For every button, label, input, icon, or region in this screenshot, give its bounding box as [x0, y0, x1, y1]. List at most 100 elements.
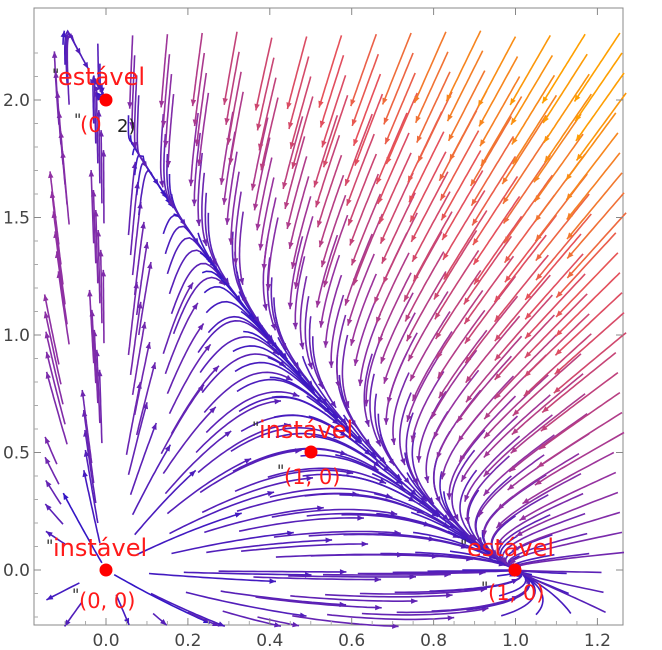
- streamline: [201, 477, 314, 514]
- streamline: [292, 615, 399, 628]
- streamline-arrowhead: [494, 353, 502, 361]
- quote-mark: ": [277, 461, 284, 480]
- streamline: [337, 474, 439, 518]
- streamline: [411, 370, 445, 443]
- streamline: [98, 369, 103, 444]
- streamline-arrowhead: [151, 422, 157, 430]
- streamline-arrowhead: [383, 418, 389, 425]
- streamline-arrowhead: [522, 497, 530, 504]
- equilibrium-point-1-0: [508, 563, 522, 577]
- streamline-arrowhead: [465, 356, 472, 364]
- streamline-arrowhead: [504, 275, 512, 283]
- streamline: [44, 311, 62, 385]
- streamline: [290, 595, 418, 602]
- streamline-arrowhead: [379, 478, 387, 484]
- streamline: [511, 74, 556, 145]
- streamline-arrowhead: [293, 282, 300, 289]
- streamline-arrowhead: [504, 255, 511, 263]
- streamline-arrowhead: [212, 620, 220, 627]
- streamline-arrowhead: [217, 621, 225, 627]
- streamline: [380, 552, 506, 567]
- y-tick-label: 2.0: [3, 91, 30, 111]
- streamline: [448, 429, 486, 500]
- streamline-arrowhead: [461, 474, 467, 482]
- streamline-arrowhead: [353, 359, 359, 366]
- streamline: [234, 191, 242, 265]
- streamline: [190, 112, 199, 187]
- streamline: [566, 172, 623, 240]
- streamline-arrowhead: [244, 458, 252, 464]
- streamline: [555, 232, 617, 299]
- quote-mark: ": [52, 65, 59, 84]
- streamline-arrowhead: [382, 97, 388, 105]
- streamline-arrowhead: [192, 119, 199, 127]
- streamline-arrowhead: [448, 515, 455, 523]
- streamline: [231, 231, 248, 305]
- streamline-arrowhead: [515, 530, 523, 537]
- streamline-arrowhead: [317, 381, 324, 389]
- streamline-arrowhead: [386, 157, 392, 165]
- streamline-arrowhead: [339, 569, 347, 575]
- streamline: [472, 175, 519, 246]
- streamline-arrowhead: [410, 435, 416, 443]
- streamline: [541, 33, 586, 104]
- streamline: [240, 310, 302, 377]
- streamline-arrowhead: [212, 365, 220, 373]
- streamline: [128, 35, 134, 109]
- streamline: [341, 513, 460, 539]
- streamline: [324, 274, 343, 348]
- streamline: [361, 607, 489, 616]
- streamline-arrowhead: [202, 239, 208, 246]
- streamline: [170, 262, 223, 315]
- streamline-arrowhead: [257, 143, 264, 151]
- streamline: [82, 409, 95, 484]
- streamline: [535, 213, 592, 281]
- streamline: [441, 170, 484, 241]
- streamline-arrowhead: [494, 295, 501, 303]
- streamline-arrowhead: [87, 289, 93, 297]
- streamline-arrowhead: [478, 99, 484, 107]
- streamline-arrowhead: [219, 178, 225, 185]
- streamline: [566, 152, 621, 221]
- streamline-arrowhead: [427, 497, 434, 504]
- streamline: [90, 169, 95, 244]
- streamline-arrowhead: [464, 317, 471, 324]
- streamline: [84, 449, 99, 524]
- streamline: [207, 212, 230, 286]
- streamline-arrowhead: [196, 159, 203, 167]
- streamline-arrowhead: [497, 539, 503, 547]
- streamline: [45, 331, 64, 405]
- streamline-arrowhead: [510, 98, 516, 105]
- streamline: [508, 413, 588, 473]
- status-label-unstable-origin: instável: [53, 534, 147, 562]
- streamline-arrowhead: [442, 514, 449, 521]
- streamline-arrowhead: [313, 180, 319, 188]
- streamline: [482, 414, 553, 478]
- streamline-arrowhead: [388, 458, 395, 466]
- streamline-arrowhead: [270, 323, 276, 331]
- streamline: [238, 211, 244, 285]
- streamline-arrowhead: [535, 253, 542, 261]
- streamline: [62, 492, 103, 564]
- x-tick-label: 0.2: [174, 631, 201, 650]
- streamline-arrowhead: [82, 61, 89, 69]
- streamline-arrowhead: [405, 314, 411, 322]
- streamline: [91, 309, 97, 384]
- streamline: [327, 613, 455, 621]
- streamline: [501, 114, 547, 185]
- streamline: [502, 154, 551, 224]
- streamline: [382, 212, 418, 284]
- streamline: [45, 351, 66, 425]
- streamline: [408, 131, 445, 203]
- streamline: [225, 51, 240, 125]
- y-tick-label: 0.0: [3, 561, 30, 581]
- streamline-arrowhead: [258, 243, 264, 251]
- streamline-arrowhead: [299, 342, 305, 350]
- streamline-arrowhead: [537, 461, 545, 468]
- y-tick-label: 1.0: [3, 326, 30, 346]
- streamline: [541, 351, 617, 414]
- streamline-arrowhead: [491, 549, 498, 557]
- streamline-arrowhead: [316, 220, 323, 228]
- streamline: [162, 282, 194, 355]
- streamline: [273, 530, 401, 538]
